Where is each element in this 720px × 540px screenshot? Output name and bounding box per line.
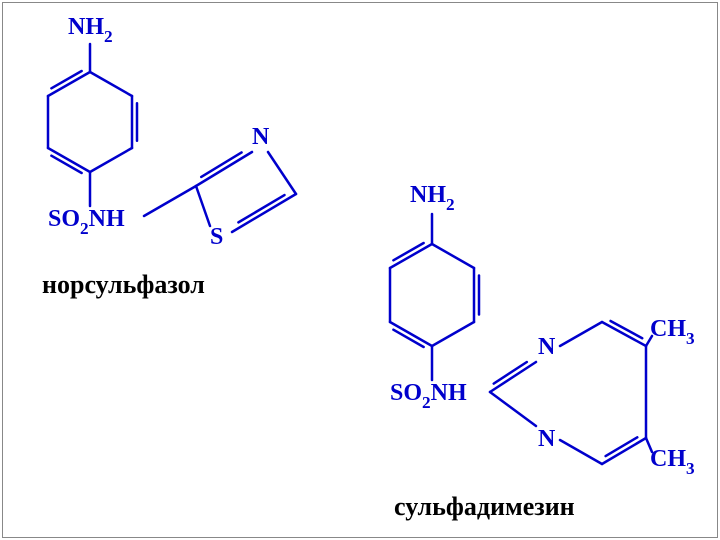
mol2-so2nh-label: SO2NH [390, 380, 467, 411]
mol1-n-label: N [252, 124, 269, 151]
mol2-name-label: сульфадимезин [394, 492, 575, 522]
mol1-nh2-label: NH2 [68, 14, 113, 45]
mol1-so2nh-label: SO2NH [48, 206, 125, 237]
mol1-name-label: норсульфазол [42, 270, 205, 300]
mol2-n-top-label: N [538, 334, 555, 361]
mol1-s-label: S [210, 224, 223, 251]
mol2-nh2-label: NH2 [410, 182, 455, 213]
mol2-ch3-top-label: CH3 [650, 316, 695, 347]
mol2-n-bot-label: N [538, 426, 555, 453]
mol2-ch3-bot-label: CH3 [650, 446, 695, 477]
